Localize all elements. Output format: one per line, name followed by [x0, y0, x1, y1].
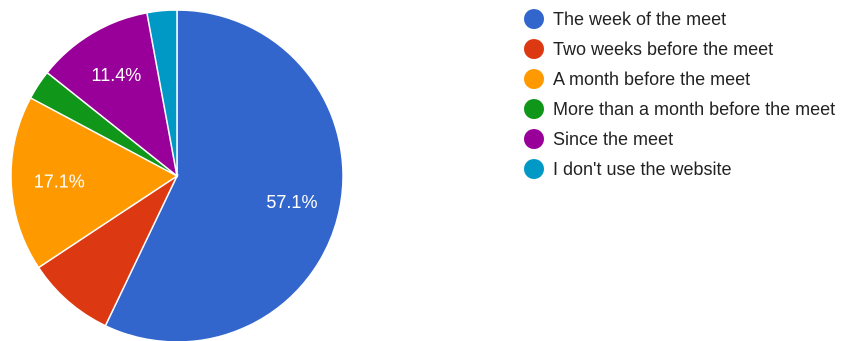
pie-slice-week-of	[104, 9, 344, 341]
pie-slice-month-before	[10, 96, 179, 269]
slice-label-week-of: 57.1%	[266, 192, 317, 212]
legend-swatch-icon	[524, 159, 544, 179]
legend-item-since-meet: Since the meet	[524, 129, 850, 151]
legend-item-two-weeks: Two weeks before the meet	[524, 39, 850, 61]
legend-label: More than a month before the meet	[553, 99, 836, 119]
pie-slice-two-weeks	[37, 173, 179, 327]
legend-item-no-website: I don't use the website	[524, 159, 850, 181]
legend-swatch-icon	[524, 69, 544, 89]
legend-swatch-icon	[524, 99, 544, 119]
pie-chart: 57.1% 17.1% 11.4%	[10, 9, 344, 341]
legend-label: I don't use the website	[553, 159, 732, 179]
slice-label-month-before: 17.1%	[34, 172, 85, 192]
legend-label: The week of the meet	[553, 9, 727, 29]
legend-label: Two weeks before the meet	[553, 39, 774, 59]
pie-slice-since-meet	[46, 11, 179, 178]
legend-swatch-icon	[524, 129, 544, 149]
slice-label-since-meet: 11.4%	[92, 65, 142, 85]
legend: The week of the meet Two weeks before the…	[524, 9, 850, 189]
legend-item-month-before: A month before the meet	[524, 69, 850, 91]
legend-item-week-of: The week of the meet	[524, 9, 850, 31]
legend-swatch-icon	[524, 9, 544, 29]
legend-item-more-than-month: More than a month before the meet	[524, 99, 850, 121]
legend-label: A month before the meet	[553, 69, 751, 89]
pie-slice-no-website	[146, 9, 178, 177]
legend-swatch-icon	[524, 39, 544, 59]
legend-label: Since the meet	[553, 129, 674, 149]
